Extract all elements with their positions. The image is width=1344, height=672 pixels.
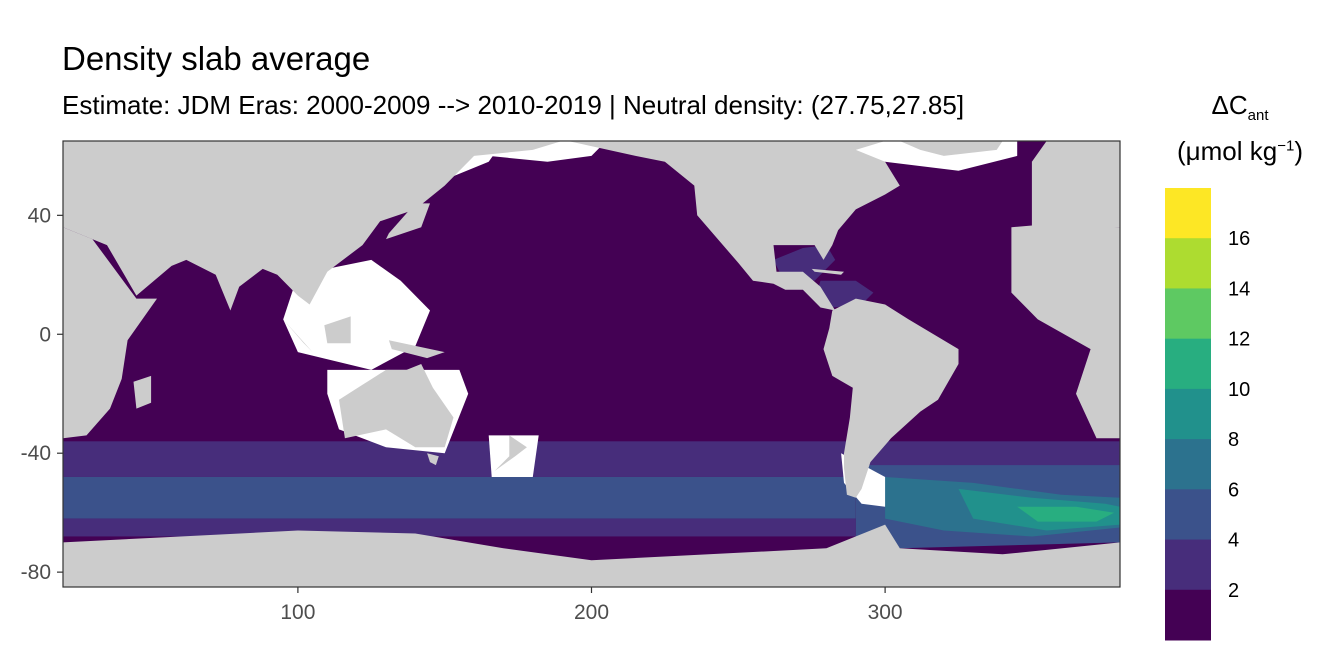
legend-label-12: 12 xyxy=(1228,329,1250,351)
x-tick-label-200: 200 xyxy=(574,601,609,624)
legend-label-14: 14 xyxy=(1228,278,1250,300)
land-mass-13 xyxy=(568,141,900,311)
land-mass-4 xyxy=(1031,141,1120,228)
legend-title-unit: (μmol kg−1) xyxy=(1160,138,1320,164)
legend-swatch-1 xyxy=(1165,238,1211,289)
legend-swatch-7 xyxy=(1165,539,1211,591)
legend-label-16: 16 xyxy=(1228,228,1250,250)
legend-unit-sup: −1 xyxy=(1277,137,1295,155)
land-mass-16 xyxy=(823,298,959,498)
legend-swatch-0 xyxy=(1165,188,1211,239)
land-mass-14 xyxy=(899,141,1003,156)
ocean-band-4-6-pacific xyxy=(63,476,856,519)
x-tick-label-300: 300 xyxy=(868,601,903,624)
legend-label-8: 8 xyxy=(1228,429,1239,451)
legend-symbol: ΔC xyxy=(1211,90,1248,120)
land-mass-2 xyxy=(1011,224,1120,439)
chart-title: Density slab average xyxy=(62,40,371,77)
legend-swatch-5 xyxy=(1165,439,1211,490)
legend-swatch-6 xyxy=(1165,489,1211,541)
y-tick-label--80: -80 xyxy=(21,561,51,584)
land-mass-15 xyxy=(811,268,844,275)
map-panel xyxy=(63,141,1120,587)
land-mass-12 xyxy=(494,435,527,471)
y-tick-label-0: 0 xyxy=(39,323,51,346)
land-mass-10 xyxy=(339,364,454,448)
x-tick-label-100: 100 xyxy=(280,601,315,624)
color-legend: 16 14 12 10 8 6 4 2 xyxy=(1165,188,1250,641)
ocean-band-2-4-south xyxy=(63,518,856,537)
legend-unit-suffix: ) xyxy=(1294,136,1303,166)
legend-label-6: 6 xyxy=(1228,479,1239,501)
legend-title-symbol: ΔCant xyxy=(1160,92,1320,123)
legend-unit-prefix: (μmol kg xyxy=(1177,136,1278,166)
land-mass-8 xyxy=(324,316,351,344)
legend-swatch-4 xyxy=(1165,388,1211,440)
ocean-band-10-12-weddell xyxy=(1017,506,1115,522)
legend-symbol-sub: ant xyxy=(1247,107,1269,125)
land-mass-9 xyxy=(388,340,445,359)
land-mass-3 xyxy=(63,141,563,311)
land-mass-11 xyxy=(427,453,439,466)
legend-label-4: 4 xyxy=(1228,530,1239,552)
y-tick-label--40: -40 xyxy=(21,442,51,465)
land-mass-7 xyxy=(283,319,313,353)
legend-swatch-8 xyxy=(1165,589,1211,641)
land-mass-5 xyxy=(133,375,152,409)
legend-swatch-2 xyxy=(1165,288,1211,340)
legend-label-2: 2 xyxy=(1228,580,1239,602)
land-mass-6 xyxy=(386,203,430,240)
chart-subtitle: Estimate: JDM Eras: 2000-2009 --> 2010-2… xyxy=(62,90,965,120)
land-mass-1 xyxy=(63,227,157,439)
legend-label-10: 10 xyxy=(1228,379,1250,401)
legend-swatch-3 xyxy=(1165,338,1211,390)
y-tick-label-40: 40 xyxy=(28,204,51,227)
land-mass-0 xyxy=(63,524,1120,587)
